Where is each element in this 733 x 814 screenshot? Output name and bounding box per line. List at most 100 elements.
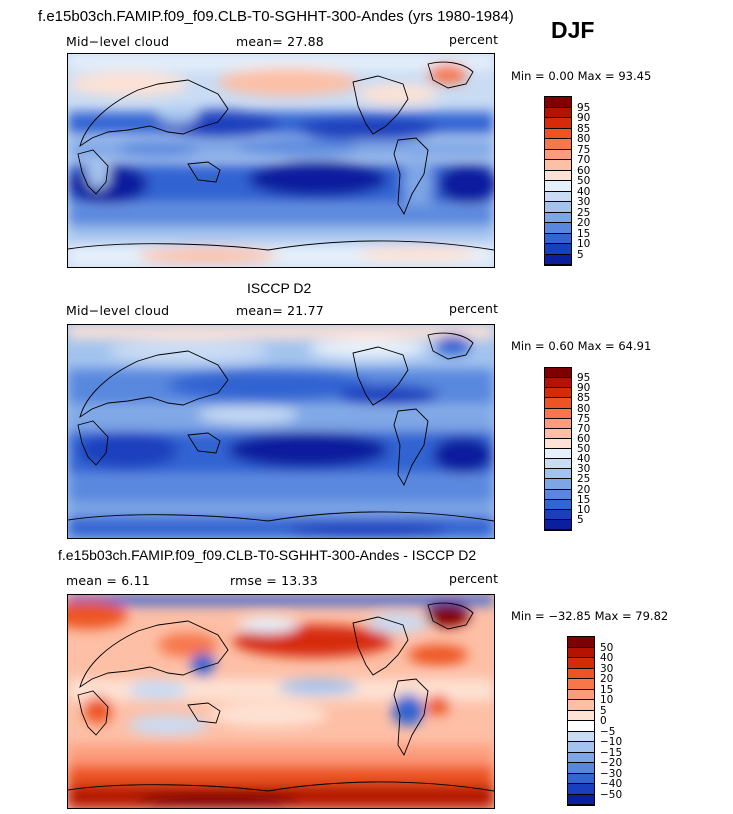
panel1-colorbar-tick: 85 xyxy=(577,122,591,135)
panel1-colorbar-cell xyxy=(545,254,571,265)
panel2-variable-label: Mid−level cloud xyxy=(66,303,170,318)
panel1-colorbar-tick: 15 xyxy=(577,227,591,240)
panel2-colorbar-cell xyxy=(545,398,571,409)
panel2-colorbar-tick: 90 xyxy=(577,382,591,395)
panel2-colorbar-cell xyxy=(545,449,571,460)
season-label: DJF xyxy=(551,17,595,43)
panel1-colorbar-cell xyxy=(545,212,571,223)
panel3-colorbar-tick: 0 xyxy=(600,715,607,727)
panel1-colorbar-tick: 90 xyxy=(577,112,591,124)
panel3-colorbar-cell xyxy=(568,773,594,784)
panel3-mean: mean = 6.11 xyxy=(66,573,150,588)
panel1-colorbar-cell xyxy=(545,233,571,244)
panel3-colorbar-cell xyxy=(568,700,594,711)
panel2-colorbar-cell xyxy=(545,418,571,429)
panel2-colorbar-tick: 80 xyxy=(577,402,591,415)
panel3-map-field xyxy=(68,595,494,808)
panel3-colorbar-tick: −20 xyxy=(600,757,623,769)
panel1-colorbar-tick: 10 xyxy=(577,238,591,250)
panel1-colorbar-tick: 75 xyxy=(577,143,591,156)
panel1-colorbar-tick: 70 xyxy=(577,154,591,166)
panel1-colorbar-cell xyxy=(545,191,571,202)
panel2-colorbar-tick: 85 xyxy=(577,392,591,405)
panel3-colorbar: 50 40 30 20 15 10 5 0 −5 −10 −15 −20 −30… xyxy=(567,636,622,806)
panel3-coastlines xyxy=(68,602,494,792)
panel1-colorbar-cell xyxy=(545,223,571,234)
panel2-colorbar-cell xyxy=(545,378,571,389)
panel3-minmax: Min = −32.85 Max = 79.82 xyxy=(511,609,669,623)
panel2-colorbar-tick: 40 xyxy=(577,453,591,466)
panel2-colorbar-cell xyxy=(545,408,571,419)
panel1-coastlines xyxy=(68,61,494,251)
panel3-colorbar-tick: 30 xyxy=(600,662,614,675)
panel3-colorbar-tick: 15 xyxy=(600,683,614,696)
panel1-colorbar-cell xyxy=(545,149,571,160)
panel2-colorbar-tick: 75 xyxy=(577,412,591,425)
panel2-colorbar-cell xyxy=(545,479,571,490)
panel2-colorbar-cell xyxy=(545,388,571,399)
panel1-colorbar-tick: 25 xyxy=(577,206,591,219)
panel2-colorbar-cell xyxy=(545,438,571,449)
panel1-colorbar-cell xyxy=(545,107,571,118)
panel2-colorbar: 95 90 85 80 75 70 60 50 40 30 25 20 15 1… xyxy=(544,367,590,531)
panel2-title: ISCCP D2 xyxy=(247,280,312,296)
panel1-colorbar-tick: 60 xyxy=(577,164,591,177)
panel3-colorbar-cell xyxy=(568,752,594,763)
panel2-colorbar-cell xyxy=(545,499,571,510)
panel2-colorbar-tick: 10 xyxy=(577,503,591,516)
panel3-colorbar-cell xyxy=(568,668,594,679)
panel1-colorbar-cell xyxy=(545,118,571,129)
panel2-colorbar-tick: 5 xyxy=(577,513,584,526)
panel1-mean: mean= 27.88 xyxy=(236,34,324,49)
panel2-colorbar-cell xyxy=(545,489,571,500)
panel3-colorbar-cell xyxy=(568,679,594,690)
panel1-minmax: Min = 0.00 Max = 93.45 xyxy=(511,69,652,83)
panel1-colorbar-tick: 95 xyxy=(577,101,591,114)
panel3-colorbar-cell xyxy=(568,637,594,648)
panel2-colorbar-cell xyxy=(545,519,571,530)
panel1-colorbar-cell xyxy=(545,202,571,213)
panel1-colorbar-tick: 40 xyxy=(577,185,591,198)
panel2-minmax: Min = 0.60 Max = 64.91 xyxy=(511,339,652,353)
panel1-map-field xyxy=(68,54,494,267)
panel1-colorbar-tick: 5 xyxy=(577,248,584,261)
panel1-colorbar-cell xyxy=(545,170,571,181)
panel2-units: percent xyxy=(449,301,499,316)
panel1-colorbar-cell xyxy=(545,160,571,171)
panel2-mean: mean= 21.77 xyxy=(236,303,324,318)
panel3-colorbar-tick: −5 xyxy=(600,725,616,738)
panel3-colorbar-tick: −30 xyxy=(600,767,623,780)
panel2-colorbar-tick: 70 xyxy=(577,422,591,435)
panel1-model-cloud-map xyxy=(67,53,495,268)
panel3-colorbar-tick: 10 xyxy=(600,694,614,706)
panel3-colorbar-cell xyxy=(568,794,594,805)
panel3-rmse: rmse = 13.33 xyxy=(230,573,318,588)
panel3-colorbar-cell xyxy=(568,689,594,700)
panel2-colorbar-tick: 60 xyxy=(577,432,591,445)
panel2-colorbar-tick: 30 xyxy=(577,463,591,476)
panel3-colorbar-tick: −40 xyxy=(600,778,623,790)
panel1-variable-label: Mid−level cloud xyxy=(66,34,170,49)
panel3-title: f.e15b03ch.FAMIP.f09_f09.CLB-T0-SGHHT-30… xyxy=(58,547,477,563)
panel3-colorbar-tick: 5 xyxy=(600,704,607,717)
panel2-colorbar-cell xyxy=(545,469,571,480)
panel2-colorbar-tick: 95 xyxy=(577,372,591,385)
panel1-colorbar-cell xyxy=(545,181,571,192)
panel3-units: percent xyxy=(449,571,499,586)
panel3-colorbar-tick: 50 xyxy=(600,641,614,654)
panel2-coastlines xyxy=(68,332,494,522)
panel1-colorbar-cell xyxy=(545,97,571,108)
panel1-colorbar-cell xyxy=(545,128,571,139)
panel3-colorbar-tick: −10 xyxy=(600,736,623,748)
panel1-colorbar-tick: 50 xyxy=(577,175,591,187)
panel3-colorbar-tick: 40 xyxy=(600,652,614,664)
panel3-colorbar-cell xyxy=(568,731,594,742)
panel2-isccp-cloud-map xyxy=(67,324,495,539)
panel2-colorbar-cell xyxy=(545,368,571,379)
panel3-colorbar-cell xyxy=(568,647,594,658)
panel3-colorbar-cell xyxy=(568,721,594,732)
panel3-colorbar-tick: −15 xyxy=(600,746,623,759)
panel1-colorbar-cell xyxy=(545,139,571,150)
panel1-units: percent xyxy=(449,32,499,47)
panel2-colorbar-tick: 20 xyxy=(577,483,591,496)
